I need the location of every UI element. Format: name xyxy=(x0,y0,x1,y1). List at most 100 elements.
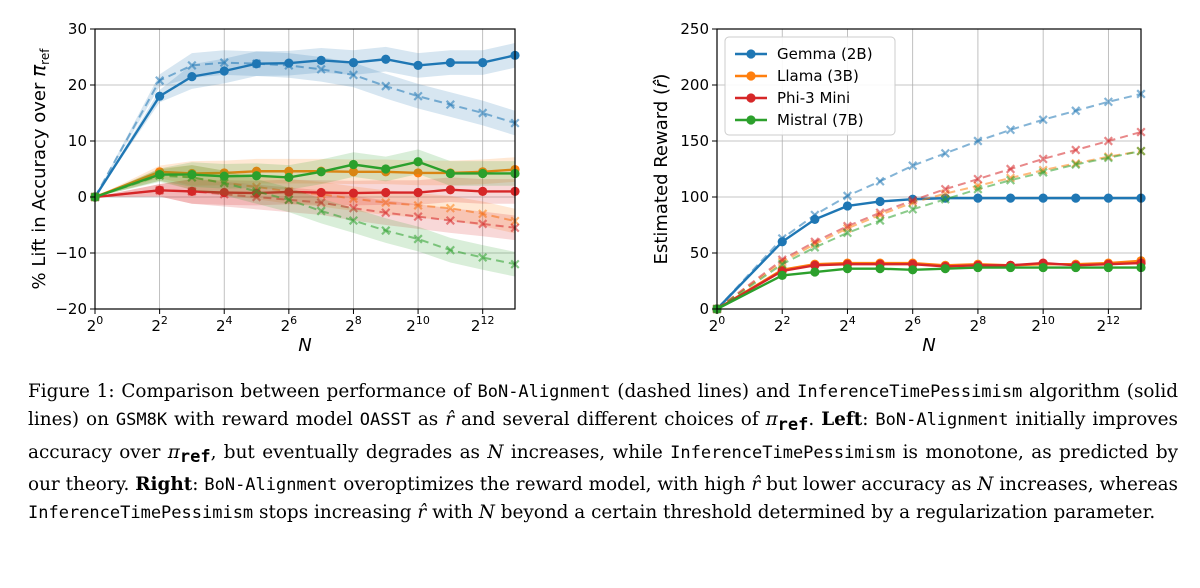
right-mistral-7b-dashed-marker xyxy=(842,228,853,238)
x-tick-label: 28 xyxy=(345,314,362,335)
right-mistral-7b-solid-marker xyxy=(1103,262,1113,273)
left-mistral-7b-solid-marker xyxy=(251,171,262,181)
y-tick-label: 0 xyxy=(699,300,709,318)
y-tick-label: −20 xyxy=(55,300,87,318)
x-tick-label: 20 xyxy=(87,314,104,335)
x-tick-label: 212 xyxy=(471,314,495,335)
axes-frame xyxy=(94,28,516,310)
figure: 20 22 24 26 28 210 212 −20 −10 0 10 20 30 N % Lift in … xyxy=(26,20,1146,356)
right-gemma-2b-dashed-marker xyxy=(875,176,885,186)
right-phi-3-mini-solid-marker xyxy=(810,260,820,270)
left-gemma-2b-dashed-marker xyxy=(478,108,488,118)
right-gemma-2b-solid-line xyxy=(716,196,1141,310)
right-phi-3-mini-dashed-marker xyxy=(973,174,983,184)
y-tick-label: 250 xyxy=(680,20,709,38)
figure-caption: Figure 1: Comparison between performance… xyxy=(28,381,1178,524)
right-chart: 20 22 24 26 28 210 212 0 50 100 150 200 250 N Estimate… xyxy=(651,20,1146,356)
right-gemma-2b-solid-marker xyxy=(973,193,983,203)
left-gemma-2b-dashed-marker xyxy=(155,75,165,86)
y-tick-label: −10 xyxy=(55,244,87,262)
left-gemma-2b-solid-band xyxy=(95,43,515,197)
right-gemma-2b-dashed-marker xyxy=(1071,106,1081,116)
right-mistral-7b-solid-marker xyxy=(908,265,918,275)
x-tick-label: 210 xyxy=(1031,314,1055,335)
left-mistral-7b-dashed-marker xyxy=(219,178,229,188)
y-tick-label: 150 xyxy=(680,132,709,150)
legend-label: Gemma (2B) xyxy=(777,45,873,63)
right-mistral-7b-dashed-marker xyxy=(810,242,820,252)
left-gemma-2b-dashed-marker xyxy=(413,91,423,101)
left-gemma-2b-dashed-marker xyxy=(348,70,359,80)
left-phi-3-mini-solid-marker xyxy=(413,187,423,198)
caption-figure-label: Figure 1: xyxy=(28,381,115,402)
caption-method-bon: BoN-Alignment xyxy=(477,382,611,402)
x-axis-label: N xyxy=(298,335,311,356)
left-mistral-7b-solid-marker xyxy=(478,168,488,179)
y-axis-label: % Lift in Accuracy over πref xyxy=(26,48,52,290)
left-gemma-2b-dashed-marker xyxy=(284,60,294,70)
legend-item-llama-3b: Llama (3B) xyxy=(735,67,859,85)
right-gemma-2b-solid-marker xyxy=(1038,193,1048,203)
legend: Gemma (2B) Llama (3B) Phi-3 Mini Mistral (7… xyxy=(724,36,896,136)
left-phi-3-mini-dashed-marker xyxy=(381,208,391,218)
legend-item-phi-3-mini: Phi-3 Mini xyxy=(735,89,850,107)
left-phi-3-mini-solid-marker xyxy=(284,187,294,197)
left-mistral-7b-solid-marker xyxy=(219,171,229,181)
x-tick-label: 24 xyxy=(216,314,233,335)
left-phi-3-mini-solid-marker xyxy=(381,187,391,198)
y-axis-label: Estimated Reward (r̂) xyxy=(651,74,672,265)
left-mistral-7b-dashed-marker xyxy=(187,172,197,182)
x-tick-label: 26 xyxy=(904,314,921,335)
right-gemma-2b-solid-marker xyxy=(1103,193,1113,203)
right-mistral-7b-dashed-marker xyxy=(940,194,950,204)
right-gemma-2b-solid-marker xyxy=(842,201,853,211)
left-phi-3-mini-dashed-marker xyxy=(445,215,455,226)
x-axis-label: N xyxy=(922,335,935,356)
legend-label: Llama (3B) xyxy=(777,67,859,85)
right-gemma-2b-dashed-marker xyxy=(1103,97,1113,107)
x-tick-label: 20 xyxy=(709,314,726,335)
caption-right-label: Right xyxy=(135,474,193,496)
left-mistral-7b-dashed-marker xyxy=(413,234,423,244)
left-mistral-7b-solid-marker xyxy=(413,157,423,167)
left-llama-3b-dashed-marker xyxy=(445,203,455,213)
left-mistral-7b-solid-marker xyxy=(445,168,455,179)
right-phi-3-mini-dashed-marker xyxy=(875,208,885,218)
right-gemma-2b-dashed-marker xyxy=(940,148,950,158)
left-mistral-7b-dashed-marker xyxy=(155,171,165,181)
left-phi-3-mini-solid-marker xyxy=(348,188,359,198)
caption-left-label: Left xyxy=(821,409,863,430)
right-phi-3-mini-dashed-marker xyxy=(842,221,853,231)
left-gemma-2b-solid-marker xyxy=(219,66,229,76)
left-phi-3-mini-solid-marker xyxy=(445,185,455,195)
left-llama-3b-solid-band xyxy=(95,157,515,197)
legend-label: Mistral (7B) xyxy=(777,111,864,129)
left-gemma-2b-dashed-marker xyxy=(251,59,262,69)
legend-item-mistral-7b: Mistral (7B) xyxy=(735,111,864,129)
right-mistral-7b-solid-marker xyxy=(777,270,787,280)
right-mistral-7b-dashed-marker xyxy=(1103,153,1113,163)
left-llama-3b-solid-marker xyxy=(348,167,359,177)
right-gemma-2b-solid-marker xyxy=(1005,193,1016,203)
right-mistral-7b-solid-marker xyxy=(875,264,885,274)
left-gemma-2b-dashed-marker xyxy=(445,100,455,110)
left-gemma-2b-dashed-marker xyxy=(219,58,229,68)
left-mistral-7b-solid-marker xyxy=(316,167,326,177)
right-gemma-2b-dashed-marker xyxy=(777,233,787,244)
left-phi-3-mini-dashed-marker xyxy=(316,198,326,208)
y-tick-label: 50 xyxy=(690,244,709,262)
right-mistral-7b-dashed-marker xyxy=(1071,159,1081,170)
caption-method-itp: InferenceTimePessimism xyxy=(797,382,1023,402)
x-tick-label: 210 xyxy=(406,314,430,335)
right-gemma-2b-dashed-marker xyxy=(842,191,853,201)
left-mistral-7b-solid-marker xyxy=(348,159,359,170)
left-gemma-2b-solid-marker xyxy=(478,58,488,68)
left-gemma-2b-solid-marker xyxy=(445,58,455,68)
right-mistral-7b-dashed-marker xyxy=(1038,167,1048,177)
left-phi-3-mini-dashed-marker xyxy=(155,185,165,195)
axes-frame xyxy=(716,28,1142,310)
right-gemma-2b-dashed-marker xyxy=(973,136,983,146)
left-gemma-2b-dashed-marker xyxy=(316,64,326,74)
right-phi-3-mini-dashed-marker xyxy=(1005,164,1016,174)
left-mistral-7b-dashed-marker xyxy=(316,206,326,216)
